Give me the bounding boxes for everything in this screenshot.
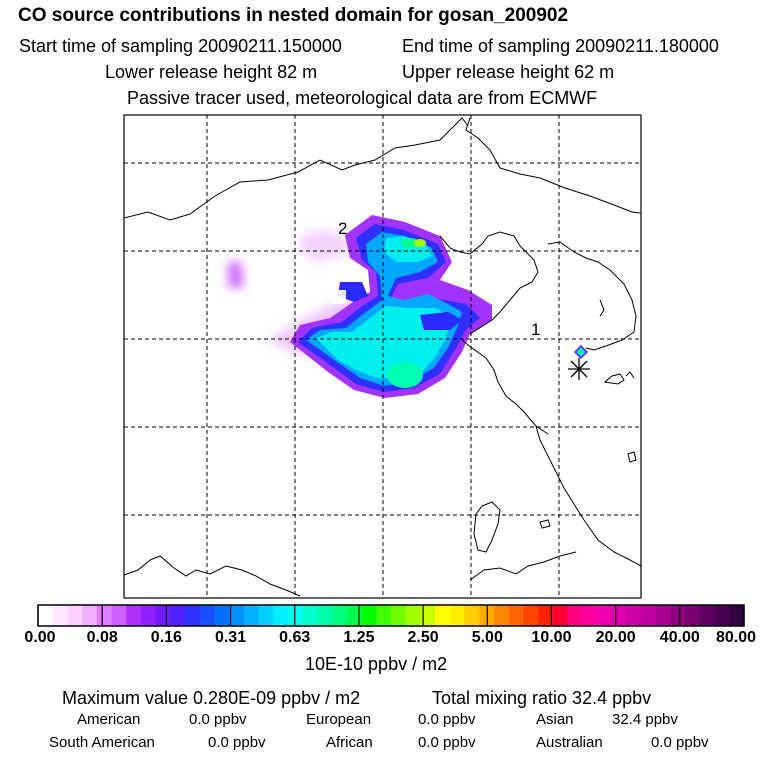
colorbar-swatch [67,605,83,626]
colorbar-swatch [596,605,613,626]
start-time: Start time of sampling 20090211.150000 [19,36,342,56]
colorbar-swatch [111,605,127,626]
colorbar-swatch [140,605,157,626]
region-name-american: American [77,711,141,728]
colorbar-swatch [729,605,745,626]
colorbar-swatch [52,605,68,626]
region-value-australian: 0.0 ppbv [651,734,709,751]
colorbar-swatch [332,605,348,626]
colorbar-swatch [155,605,171,626]
colorbar-swatch [82,605,98,626]
colorbar-swatch [376,605,392,626]
colorbar-swatch [38,605,54,626]
colorbar-tick-label: 40.00 [659,629,700,646]
colorbar-swatch [567,605,583,626]
colorbar-swatch [346,605,363,626]
colorbar-swatch [126,605,142,626]
colorbar-swatch [170,605,186,626]
colorbar-swatch [538,605,554,626]
colorbar-swatch [508,605,524,626]
colorbar-tick-label: 0.63 [279,629,311,646]
colorbar [37,604,745,627]
colorbar-swatch [582,605,598,626]
colorbar-tick-label: 20.00 [595,629,636,646]
concentration-field [228,215,589,398]
colorbar-swatch [243,605,260,626]
colorbar-swatch [626,605,642,626]
end-time: End time of sampling 20090211.180000 [402,36,719,56]
colorbar-swatch [229,605,245,626]
colorbar-tick-label: 80.00 [715,629,757,646]
colorbar-swatch [302,605,318,626]
map-frame [123,114,642,599]
colorbar-swatch [449,605,466,626]
colorbar-swatch [214,605,230,626]
colorbar-swatch [435,605,451,626]
colorbar-swatch [493,605,510,626]
colorbar-swatch [96,605,113,626]
marker-1: 1 [531,320,540,339]
region-value-asian: 32.4 ppbv [612,711,678,728]
region-value-south-american: 0.0 ppbv [208,734,266,751]
colorbar-swatch [685,605,701,626]
colorbar-swatch [670,605,686,626]
region-value-european: 0.0 ppbv [418,711,476,728]
chart-title: CO source contributions in nested domain… [18,5,569,26]
colorbar-swatch [611,605,627,626]
colorbar-swatch [655,605,671,626]
colorbar-swatch [199,605,215,626]
coastlines [124,117,641,597]
colorbar-swatch [258,605,274,626]
colorbar-tick-label: 2.50 [407,629,439,646]
colorbar-unit: 10E-10 ppbv / m2 [305,654,448,674]
region-name-south-american: South American [49,734,155,751]
colorbar-swatch [273,605,289,626]
colorbar-swatch [641,605,657,626]
colorbar-tick-label: 0.08 [86,629,118,646]
colorbar-swatch [317,605,333,626]
region-value-african: 0.0 ppbv [418,734,476,751]
colorbar-tick-label: 0.00 [24,629,56,646]
colorbar-swatch [405,605,421,626]
colorbar-swatch [699,605,716,626]
region-name-australian: Australian [536,734,603,751]
colorbar-tick-label: 0.31 [214,629,247,646]
upper-release-height: Upper release height 62 m [402,62,615,82]
colorbar-swatch [361,605,377,626]
max-value: Maximum value 0.280E-09 ppbv / m2 [62,688,361,708]
total-mixing-ratio: Total mixing ratio 32.4 ppbv [432,688,652,708]
colorbar-tick-label: 0.16 [150,629,182,646]
region-name-african: African [326,734,373,751]
colorbar-swatch [523,605,539,626]
colorbar-frame [37,604,745,627]
colorbar-swatch [391,605,407,626]
model-info: Passive tracer used, meteorological data… [127,88,598,108]
colorbar-tick-label: 5.00 [471,629,503,646]
colorbar-swatch [185,605,201,626]
lower-release-height: Lower release height 82 m [105,62,318,82]
region-value-american: 0.0 ppbv [189,711,247,728]
colorbar-swatch [714,605,730,626]
colorbar-swatch [552,605,568,626]
receptor-marker [568,358,590,380]
colorbar-swatch [464,605,480,626]
colorbar-tick-label: 1.25 [343,629,375,646]
colorbar-tick-label: 10.00 [531,629,572,646]
colorbar-swatch [288,605,304,626]
region-name-asian: Asian [536,711,574,728]
colorbar-swatch [420,605,436,626]
graticule [124,115,641,598]
region-name-european: European [306,711,372,728]
marker-2: 2 [338,219,347,238]
